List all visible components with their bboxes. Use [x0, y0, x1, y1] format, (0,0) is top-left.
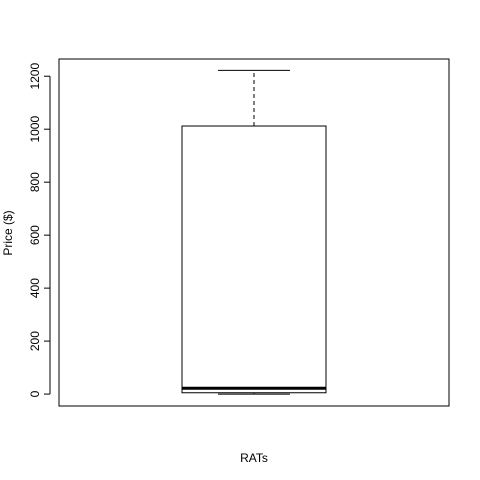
plot-frame [58, 58, 450, 407]
y-tick-label: 0 [28, 390, 42, 397]
y-tick-label: 400 [28, 278, 42, 298]
y-tick-label: 600 [28, 225, 42, 245]
y-tick-label: 200 [28, 331, 42, 351]
y-axis: 0 200 400 600 800 1000 1200 [28, 63, 51, 397]
plot-area [58, 58, 450, 407]
y-tick-label: 800 [28, 172, 42, 192]
y-tick-label: 1000 [28, 116, 42, 143]
y-axis-title: Price ($) [1, 210, 15, 255]
x-axis-title: RATs [240, 451, 268, 465]
box [181, 125, 327, 394]
y-tick-label: 1200 [28, 63, 42, 90]
